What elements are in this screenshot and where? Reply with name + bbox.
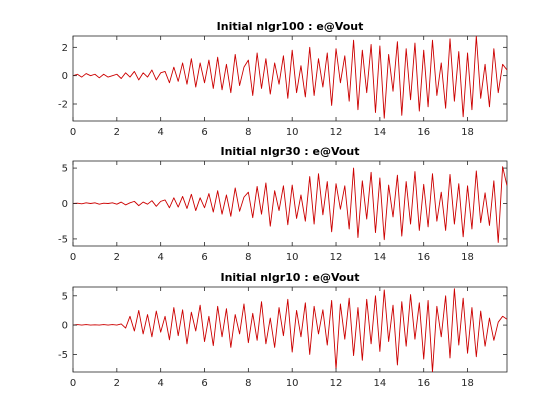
x-tick-label: 6 [201,127,207,138]
y-tick-label: -5 [58,350,68,361]
x-tick-label: 2 [114,127,120,138]
subplot-title: Initial nlgr100 : e@Vout [217,20,364,33]
x-tick-label: 6 [201,378,207,389]
x-tick-label: 14 [374,252,387,263]
x-tick-label: 10 [286,252,299,263]
subplot-nlgr10: Initial nlgr10 : e@Vout 0 2 4 6 8 10 12 14 16 18 -… [58,271,508,389]
y-tick-label: 0 [62,71,68,82]
x-tick-label: 14 [374,378,387,389]
subplot-title: Initial nlgr30 : e@Vout [220,145,359,158]
series-line [73,288,507,372]
x-tick-label: 2 [114,378,120,389]
x-tick-label: 16 [417,252,430,263]
series-line [73,36,507,119]
x-tick-label: 14 [374,127,387,138]
y-tick-label: 0 [62,199,68,210]
x-tick-label: 18 [461,127,474,138]
x-tick-label: 0 [70,252,76,263]
x-tick-label: 8 [245,252,251,263]
subplot-nlgr30: Initial nlgr30 : e@Vout 0 2 4 6 8 10 12 14 16 18 -… [58,145,508,263]
x-tick-label: 16 [417,127,430,138]
series-line [73,166,507,243]
x-tick-label: 10 [286,127,299,138]
x-tick-label: 8 [245,378,251,389]
x-tick-label: 10 [286,378,299,389]
subplot-title: Initial nlgr10 : e@Vout [220,271,359,284]
x-tick-label: 18 [461,252,474,263]
x-tick-label: 12 [330,378,343,389]
y-tick-label: 2 [62,43,68,54]
x-tick-label: 12 [330,127,343,138]
x-tick-label: 8 [245,127,251,138]
y-tick-label: -5 [58,234,68,245]
x-tick-label: 4 [157,378,163,389]
x-tick-label: 12 [330,252,343,263]
x-tick-label: 2 [114,252,120,263]
y-tick-label: 5 [62,164,68,175]
x-tick-label: 0 [70,127,76,138]
subplot-nlgr100: Initial nlgr100 : e@Vout 0 2 4 6 8 10 12 14 16 18… [58,20,508,138]
x-tick-label: 18 [461,378,474,389]
y-tick-label: 5 [62,291,68,302]
x-tick-label: 16 [417,378,430,389]
x-tick-label: 4 [157,127,163,138]
x-tick-label: 0 [70,378,76,389]
x-tick-label: 4 [157,252,163,263]
y-tick-label: -2 [58,100,68,111]
x-tick-label: 6 [201,252,207,263]
y-tick-label: 0 [62,321,68,332]
